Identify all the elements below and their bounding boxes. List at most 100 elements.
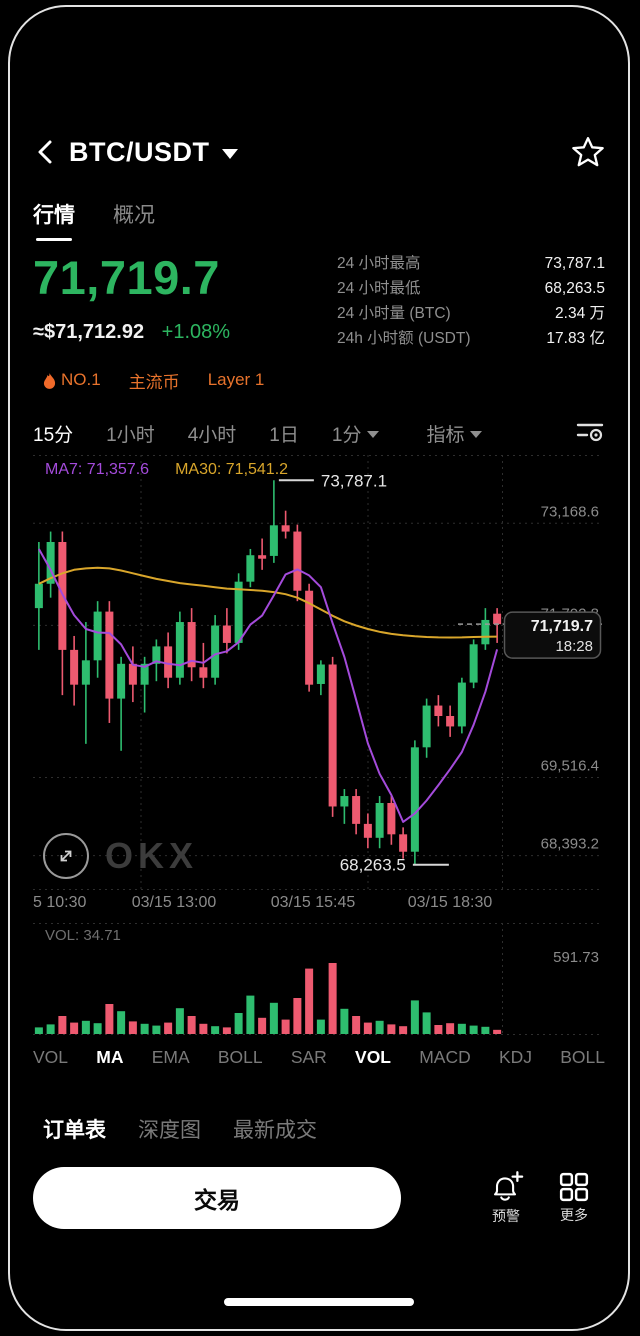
- indicator-ema[interactable]: EMA: [151, 1046, 190, 1067]
- stat-value: 68,263.5: [544, 280, 605, 297]
- chevron-down-icon: [367, 430, 380, 438]
- indicator-boll-sub[interactable]: BOLL: [560, 1046, 605, 1067]
- tab-overview[interactable]: 概况: [113, 195, 155, 229]
- fullscreen-button[interactable]: [43, 833, 89, 879]
- app-screen: BTC/USDT 行情 概况 71,719.7: [10, 7, 628, 1329]
- favorite-button[interactable]: [571, 135, 605, 169]
- tab-order-book[interactable]: 订单表: [43, 1119, 106, 1142]
- pair-selector[interactable]: BTC/USDT: [63, 137, 238, 168]
- x-axis-label: 03/15 13:00: [131, 894, 217, 911]
- change-percent: +1.08%: [161, 321, 231, 343]
- tab-market-label: 行情: [33, 204, 75, 227]
- stats-block: 24 小时最高 73,787.1 24 小时最低 68,263.5 24 小时量…: [337, 251, 605, 359]
- stat-row: 24 小时最高 73,787.1: [337, 251, 605, 276]
- star-icon: [572, 137, 604, 167]
- back-button[interactable]: [33, 137, 63, 167]
- stat-label: 24h 小时额 (USDT): [337, 330, 471, 347]
- tab-market[interactable]: 行情: [33, 195, 75, 241]
- stat-label: 24 小时量 (BTC): [337, 305, 451, 322]
- ma-legend: MA7: 71,357.6 MA30: 71,541.2: [45, 461, 288, 479]
- svg-text:71,719.7: 71,719.7: [531, 618, 593, 635]
- indicator-ma[interactable]: MA: [96, 1046, 124, 1067]
- indicator-vol-sub[interactable]: VOL: [355, 1046, 391, 1067]
- indicator-selector-row: VOL MA EMA BOLL SAR VOL MACD KDJ BOLL: [33, 1040, 605, 1074]
- layer-badge[interactable]: Layer 1: [208, 370, 265, 390]
- price-pane[interactable]: 73,168.671,702.869,516.468,393.273,787.1…: [33, 455, 603, 890]
- x-axis-label: 03/15 15:45: [270, 894, 356, 911]
- layer-badge-label: Layer 1: [207, 370, 265, 389]
- okx-logo: OKX: [105, 835, 199, 876]
- stat-value: 17.83 亿: [546, 330, 605, 347]
- trade-button[interactable]: 交易: [33, 1167, 401, 1229]
- phone-frame: BTC/USDT 行情 概况 71,719.7: [8, 5, 630, 1331]
- stat-row: 24 小时最低 68,263.5: [337, 276, 605, 301]
- last-price: 71,719.7: [33, 251, 220, 304]
- grid-icon: [559, 1172, 589, 1201]
- ma7-legend-label: MA7: 71,357.6: [45, 461, 150, 478]
- svg-text:73,168.6: 73,168.6: [541, 503, 599, 520]
- ma30-legend-label: MA30: 71,541.2: [175, 461, 289, 478]
- volume-pane[interactable]: VOL: 34.71 591.73: [33, 923, 603, 1035]
- top-tabs: 行情 概况: [33, 195, 605, 241]
- orderbook-tabs: 订单表 深度图 最新成交: [43, 1107, 605, 1151]
- x-axis-label: 03/15 18:30: [407, 894, 493, 911]
- indicator-sar[interactable]: SAR: [290, 1046, 327, 1067]
- alert-button[interactable]: 预警: [475, 1170, 537, 1226]
- header: BTC/USDT: [33, 128, 605, 176]
- volume-axis-max: 591.73: [553, 949, 599, 966]
- candlestick-chart[interactable]: 73,168.671,702.869,516.468,393.273,787.1…: [33, 455, 603, 1035]
- indicator-menu[interactable]: 指标: [426, 420, 483, 447]
- timeframe-1h[interactable]: 1小时: [106, 420, 155, 447]
- alert-label: 预警: [492, 1207, 520, 1224]
- home-indicator[interactable]: [224, 1298, 414, 1306]
- chart-settings-icon: [576, 423, 604, 442]
- timeframe-label: 1小时: [106, 424, 155, 446]
- tab-latest-trades[interactable]: 最新成交: [233, 1119, 317, 1142]
- tab-active-underline: [36, 238, 72, 241]
- more-label: 更多: [560, 1206, 588, 1223]
- timeframe-4h[interactable]: 4小时: [188, 420, 237, 447]
- volume-current-label: VOL: 34.71: [45, 927, 121, 944]
- tab-depth-chart[interactable]: 深度图: [138, 1119, 201, 1142]
- stat-row: 24h 小时额 (USDT) 17.83 亿: [337, 326, 605, 351]
- price-section: 71,719.7 ≈$71,712.92 +1.08% 24 小时最高 73,7…: [33, 247, 605, 359]
- timeframe-label: 4小时: [187, 424, 237, 446]
- indicator-vol-main[interactable]: VOL: [33, 1046, 69, 1067]
- timeframe-15m[interactable]: 15分: [33, 420, 73, 447]
- tab-overview-label: 概况: [113, 204, 155, 227]
- indicator-boll[interactable]: BOLL: [217, 1046, 263, 1067]
- stat-value: 2.34 万: [555, 305, 605, 322]
- page-title: BTC/USDT: [69, 136, 210, 167]
- chart-watermark: OKX: [43, 833, 198, 879]
- x-axis-labels: 5 10:30 03/15 13:00 03/15 15:45 03/15 18…: [33, 890, 603, 918]
- indicator-kdj[interactable]: KDJ: [498, 1046, 533, 1067]
- stat-value: 73,787.1: [544, 255, 605, 272]
- timeframe-label: 1分: [331, 424, 362, 446]
- chevron-down-icon: [221, 149, 238, 159]
- timeframe-1d[interactable]: 1日: [269, 420, 299, 447]
- timeframe-label: 15分: [33, 424, 74, 446]
- stat-label: 24 小时最低: [337, 280, 421, 297]
- svg-text:68,393.2: 68,393.2: [541, 836, 599, 853]
- more-button[interactable]: 更多: [543, 1172, 605, 1225]
- fiat-price: ≈$71,712.92: [33, 321, 145, 343]
- fiat-price-row: ≈$71,712.92 +1.08%: [33, 321, 230, 344]
- chevron-down-icon: [470, 430, 483, 438]
- flame-icon: [43, 372, 56, 389]
- token-badges: NO.1 主流币 Layer 1: [43, 367, 264, 393]
- action-bar: 交易 预警 更多: [33, 1163, 605, 1233]
- rank-badge[interactable]: NO.1: [43, 370, 101, 390]
- svg-text:68,263.5: 68,263.5: [340, 856, 406, 875]
- indicator-menu-label: 指标: [426, 424, 465, 446]
- expand-arrows-icon: [60, 850, 72, 862]
- timeframe-more-dropdown[interactable]: 1分: [332, 420, 380, 447]
- price-block: 71,719.7 ≈$71,712.92 +1.08%: [33, 247, 230, 359]
- indicator-macd[interactable]: MACD: [419, 1046, 471, 1067]
- x-axis-label: 5 10:30: [33, 894, 87, 911]
- category-badge[interactable]: 主流币: [129, 368, 180, 393]
- stat-row: 24 小时量 (BTC) 2.34 万: [337, 301, 605, 326]
- chart-settings-button[interactable]: [575, 417, 605, 449]
- svg-text:69,516.4: 69,516.4: [541, 757, 599, 774]
- svg-text:18:28: 18:28: [555, 638, 593, 655]
- category-badge-label: 主流币: [128, 372, 180, 392]
